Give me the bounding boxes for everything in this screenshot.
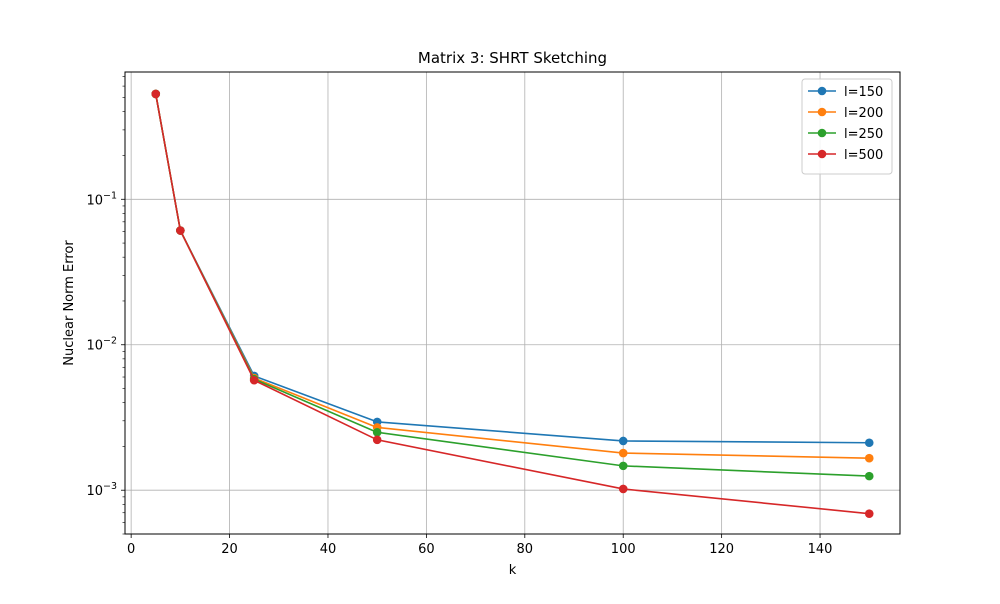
x-tick-label: 100 (611, 542, 636, 557)
legend-label: l=500 (844, 148, 883, 163)
data-point (618, 448, 628, 458)
x-tick-label: 40 (320, 542, 337, 557)
data-point (372, 435, 382, 445)
data-point (864, 453, 874, 463)
data-point (864, 509, 874, 518)
data-point (249, 375, 259, 385)
x-tick-label: 20 (221, 542, 238, 557)
x-tick-label: 80 (517, 542, 534, 557)
series-layer (151, 89, 874, 518)
legend-label: l=150 (844, 85, 883, 100)
y-tick-label: 10−2 (86, 336, 117, 354)
axis-ticks: 0 20 40 60 80 100 120 140 10−3 10−2 10−1 (86, 76, 832, 557)
x-tick-label: 140 (808, 542, 833, 557)
x-tick-label: 0 (127, 542, 135, 557)
data-point (618, 461, 628, 471)
legend: l=150 l=200 l=250 l=500 (801, 78, 893, 175)
x-tick-label: 120 (709, 542, 734, 557)
data-point (618, 484, 628, 494)
data-point (151, 89, 161, 99)
x-axis-label: k (509, 563, 517, 578)
x-tick-label: 60 (418, 542, 435, 557)
legend-marker (817, 86, 827, 96)
y-tick-label: 10−3 (86, 481, 117, 499)
series-line (154, 93, 870, 515)
data-point (372, 428, 382, 437)
y-axis-label: Nuclear Norm Error (62, 240, 77, 366)
y-tick-label: 10−1 (86, 190, 117, 208)
legend-label: l=200 (844, 106, 883, 121)
legend-label: l=250 (844, 127, 883, 142)
plot-frame (124, 71, 901, 535)
data-point (618, 436, 628, 446)
chart-title: Matrix 3: SHRT Sketching (418, 49, 607, 67)
data-point (176, 226, 185, 235)
data-point (864, 471, 874, 481)
legend-marker (817, 149, 827, 159)
legend-marker (817, 128, 827, 138)
legend-box (801, 78, 893, 175)
data-point (864, 438, 874, 448)
legend-marker (817, 107, 827, 117)
